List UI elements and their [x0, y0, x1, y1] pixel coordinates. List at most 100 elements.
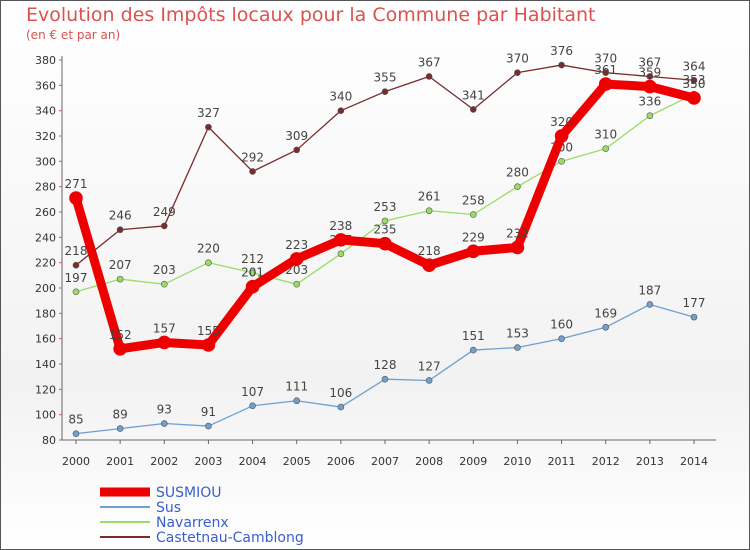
- data-label: 207: [109, 258, 132, 272]
- chart-subtitle: (en € et par an): [26, 28, 121, 42]
- data-label: 376: [550, 44, 573, 58]
- data-label: 367: [638, 55, 661, 69]
- data-point: [334, 233, 348, 247]
- x-tick-label: 2002: [150, 455, 178, 468]
- y-tick-label: 380: [35, 54, 56, 67]
- data-point: [72, 430, 80, 437]
- data-label: 341: [462, 88, 485, 102]
- y-tick-label: 320: [35, 130, 56, 143]
- data-point: [554, 129, 569, 143]
- data-label: 177: [683, 296, 706, 310]
- series-layer: 85 89 93 91 107 111 106 128 127 151 153 160 169 187 17…: [65, 44, 706, 437]
- data-label: 220: [197, 242, 220, 256]
- data-point: [602, 69, 610, 76]
- data-point: [687, 91, 701, 105]
- data-point: [466, 244, 481, 259]
- data-point: [422, 258, 436, 273]
- data-label: 359: [638, 66, 661, 80]
- data-label: 370: [506, 52, 529, 66]
- data-point: [116, 226, 124, 234]
- data-point: [378, 236, 392, 251]
- data-point: [514, 183, 521, 190]
- data-label: 157: [153, 321, 176, 335]
- data-label: 152: [109, 328, 132, 342]
- data-point: [245, 279, 260, 294]
- data-point: [205, 259, 212, 266]
- y-tick-label: 340: [35, 105, 56, 118]
- data-label: 128: [374, 358, 397, 372]
- data-label: 89: [113, 408, 128, 422]
- data-point: [602, 145, 610, 152]
- data-point: [598, 77, 613, 91]
- data-label: 246: [109, 209, 132, 223]
- series-line: [75, 93, 695, 293]
- x-tick-label: 2014: [680, 455, 708, 468]
- x-tick-label: 2011: [548, 455, 576, 468]
- data-label: 238: [329, 219, 352, 233]
- data-label: 249: [153, 205, 176, 219]
- data-label: 271: [65, 177, 88, 191]
- data-label: 370: [594, 52, 617, 66]
- data-label: 340: [329, 90, 352, 104]
- data-label: 197: [65, 271, 88, 285]
- data-point: [510, 240, 525, 255]
- legend-label: SUSMIOU: [156, 485, 222, 501]
- data-label: 310: [594, 128, 617, 142]
- y-tick-label: 80: [42, 434, 56, 447]
- data-point: [646, 73, 654, 80]
- data-label: 151: [462, 329, 485, 343]
- data-point: [116, 425, 124, 432]
- chart-title: Evolution des Impôts locaux pour la Comm…: [26, 4, 596, 26]
- data-label: 223: [285, 238, 308, 252]
- series-navarrenx: 1972072032202122032272532612582803003103…: [65, 73, 705, 296]
- data-label: 127: [418, 359, 441, 373]
- data-point: [558, 61, 565, 69]
- data-point: [425, 207, 433, 215]
- data-point: [116, 275, 124, 283]
- x-tick-label: 2012: [592, 455, 620, 468]
- data-label: 93: [157, 403, 172, 417]
- y-tick-label: 120: [35, 383, 56, 396]
- series-sus: 85 89 93 91 107 111 106 128 127 151 153 160 169 187 17…: [68, 283, 706, 437]
- data-point: [469, 346, 477, 354]
- data-point: [293, 146, 301, 154]
- y-tick-label: 100: [35, 409, 56, 422]
- data-label: 364: [683, 59, 706, 73]
- data-label: 187: [638, 283, 661, 297]
- y-tick-label: 160: [35, 333, 56, 346]
- data-label: 232: [506, 226, 529, 240]
- series-susmiou: 271 152 157 155 201 223 238 235 218 229 232 320 361 3…: [65, 63, 705, 356]
- data-point: [249, 402, 256, 410]
- x-tick-label: 2006: [327, 455, 355, 468]
- x-tick-label: 2010: [503, 455, 531, 468]
- x-tick-label: 2003: [194, 455, 222, 468]
- data-point: [201, 338, 216, 352]
- legend-label: Castetnau-Camblong: [156, 530, 304, 546]
- y-tick-label: 140: [35, 358, 56, 371]
- data-point: [646, 112, 654, 120]
- data-label: 235: [374, 223, 397, 237]
- data-label: 169: [594, 306, 617, 320]
- data-point: [293, 280, 301, 288]
- data-point: [160, 420, 168, 427]
- data-label: 153: [506, 327, 529, 341]
- y-tick-label: 180: [35, 307, 56, 320]
- data-label: 106: [329, 386, 352, 400]
- y-tick-label: 240: [35, 231, 56, 244]
- data-point: [602, 323, 610, 331]
- y-tick-label: 360: [35, 79, 56, 92]
- data-point: [205, 422, 212, 430]
- data-label: 229: [462, 230, 485, 244]
- data-point: [381, 217, 389, 225]
- data-label: 367: [418, 55, 441, 69]
- data-point: [558, 158, 565, 165]
- data-point: [558, 335, 565, 342]
- data-label: 336: [638, 95, 661, 109]
- data-point: [643, 79, 657, 94]
- x-tick-label: 2009: [459, 455, 487, 468]
- data-point: [293, 397, 301, 405]
- data-label: 327: [197, 106, 220, 120]
- data-point: [646, 301, 654, 308]
- data-point: [514, 69, 521, 76]
